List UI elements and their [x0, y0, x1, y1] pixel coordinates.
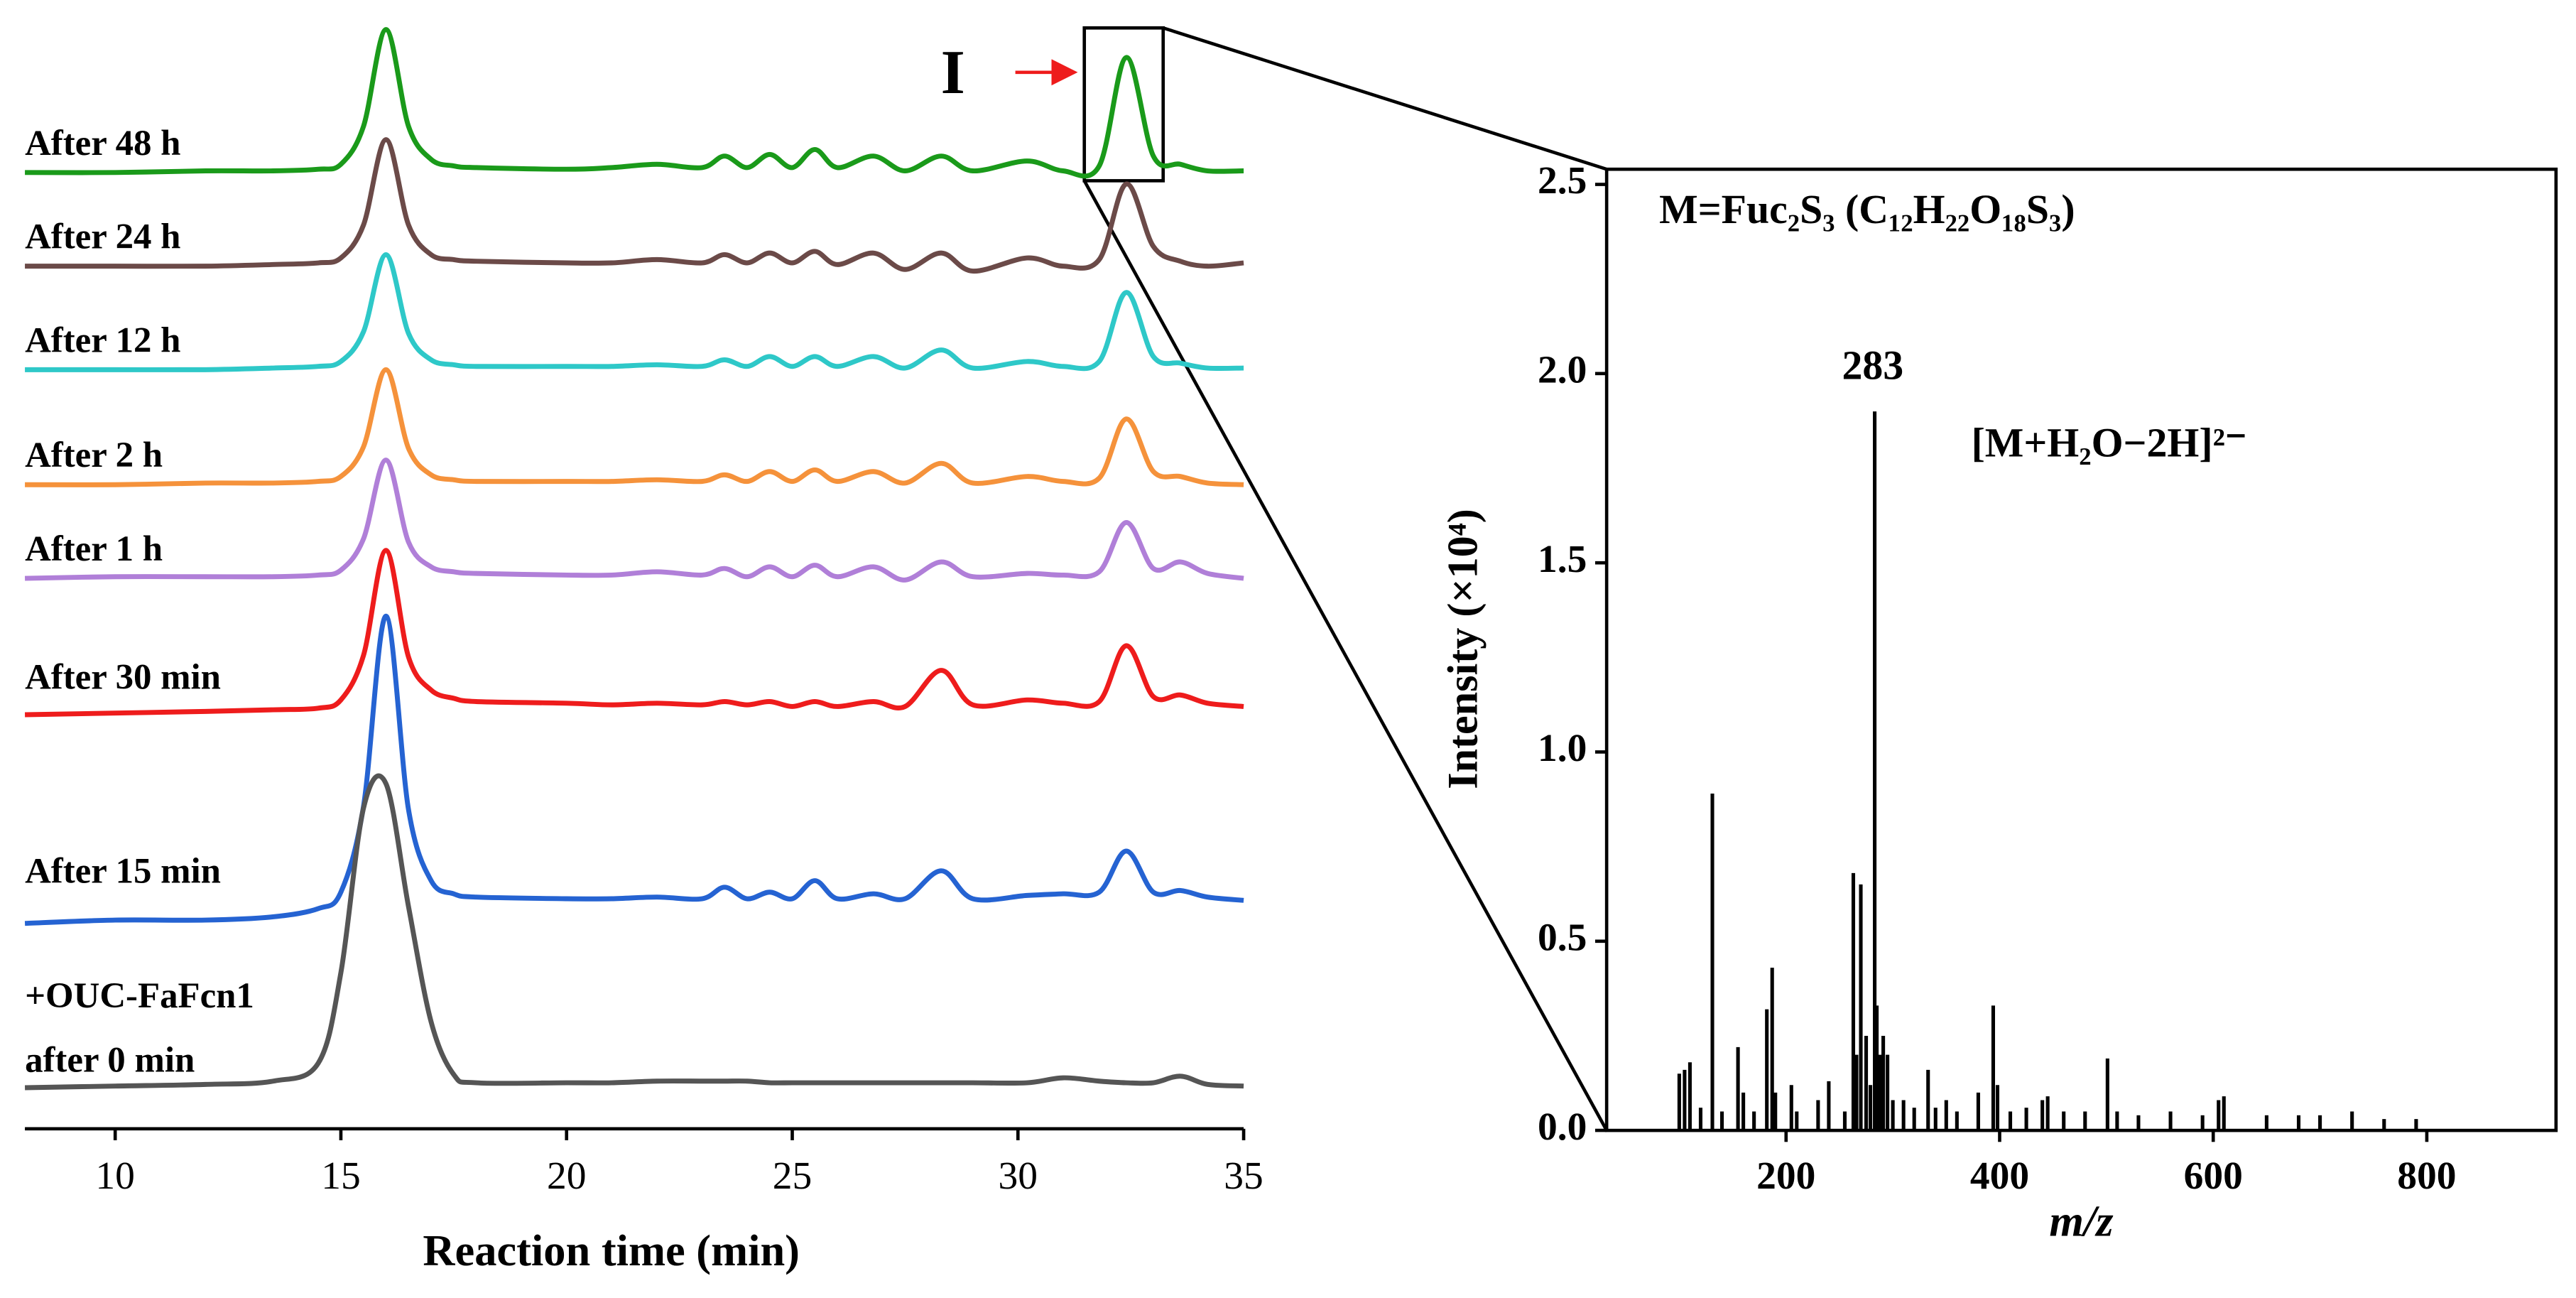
x-tick-label: 35 [1224, 1154, 1263, 1198]
x-tick-label: 30 [999, 1154, 1038, 1198]
y-tick-label: 1.0 [1538, 727, 1587, 770]
zoom-line [1082, 180, 1609, 1132]
x-tick-label: 15 [321, 1154, 361, 1198]
trace [25, 773, 1244, 1091]
x-tick-label: 25 [773, 1154, 813, 1198]
x-tick-label: 600 [2184, 1154, 2243, 1198]
trace [25, 548, 1244, 718]
y-axis-label: Intensity (×10⁴) [1439, 509, 1487, 789]
peak-annotation: I [941, 38, 965, 107]
legend-label: After 12 h [25, 320, 180, 360]
legend-label: After 48 h [25, 123, 180, 163]
x-axis-label: Reaction time (min) [423, 1226, 800, 1275]
y-tick-label: 2.0 [1538, 349, 1587, 392]
legend-label: After 1 h [25, 529, 163, 569]
x-tick-label: 800 [2397, 1154, 2456, 1198]
y-tick-label: 2.5 [1538, 159, 1587, 202]
ion-label: [M+H₂O−2H]²⁻ [1972, 419, 2247, 465]
peak-label: 283 [1842, 342, 1903, 389]
trace [25, 458, 1244, 583]
trace [25, 252, 1244, 372]
plot-frame [1604, 167, 2558, 1132]
x-tick-label: 400 [1970, 1154, 2029, 1198]
y-tick-label: 1.5 [1538, 538, 1587, 581]
x-tick-label: 200 [1756, 1154, 1815, 1198]
trace [25, 27, 1244, 179]
trace [25, 367, 1244, 487]
legend-label: After 15 min [25, 851, 221, 891]
chart-title: M=Fuc₂S₃ (C₁₂H₂₂O₁₈S₃) [1659, 186, 2075, 232]
trace [25, 137, 1244, 274]
x-tick-label: 20 [547, 1154, 586, 1198]
legend-label: +OUC-FaFcn1 after 0 min [25, 976, 254, 1080]
legend-label: After 2 h [25, 436, 163, 475]
legend-label: After 24 h [25, 217, 180, 256]
x-axis-label: m/z [2049, 1196, 2114, 1246]
zoom-box [1082, 26, 1165, 183]
x-tick-label: 10 [95, 1154, 135, 1198]
zoom-line [1163, 26, 1607, 171]
y-tick-label: 0.0 [1538, 1105, 1587, 1149]
legend-label: After 30 min [25, 657, 221, 697]
y-tick-label: 0.5 [1538, 916, 1587, 960]
trace [24, 613, 1244, 926]
